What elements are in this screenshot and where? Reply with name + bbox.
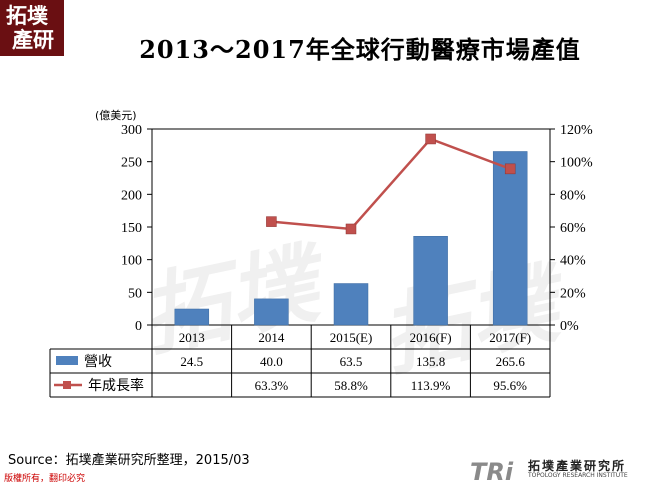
bar-value-label: 63.5 bbox=[340, 354, 363, 369]
growth-value-label: 113.9% bbox=[411, 378, 451, 393]
growth-line bbox=[271, 137, 511, 231]
growth-value-label: 63.3% bbox=[255, 378, 289, 393]
y-right-tick-label: 100% bbox=[560, 156, 593, 171]
y-left-tick-label: 250 bbox=[121, 156, 142, 171]
bar-2014 bbox=[254, 298, 289, 326]
bar-value-label: 40.0 bbox=[260, 354, 283, 369]
y-left-unit: (億美元) bbox=[95, 109, 137, 122]
bar-2015(E) bbox=[333, 283, 369, 326]
legend-label-line: 年成長率 bbox=[88, 377, 144, 394]
y-left-tick-label: 100 bbox=[121, 254, 142, 269]
legend-swatch-bar bbox=[56, 356, 78, 365]
y-left-tick-label: 0 bbox=[135, 319, 142, 334]
bar-value-label: 265.6 bbox=[496, 354, 526, 369]
bar-value-label: 24.5 bbox=[180, 354, 203, 369]
brand-logo-mark: TRi bbox=[470, 458, 514, 486]
y-right-tick-label: 40% bbox=[560, 254, 586, 269]
legend-label-bar: 營收 bbox=[84, 354, 112, 370]
growth-value-label: 95.6% bbox=[493, 378, 527, 393]
category-label: 2013 bbox=[179, 330, 205, 345]
y-right-tick-label: 80% bbox=[560, 188, 586, 203]
page-title: 2013～2017年全球行動醫療市場產值 bbox=[139, 35, 581, 64]
bar-2017(F) bbox=[492, 151, 528, 326]
y-right-tick-label: 0% bbox=[560, 319, 579, 334]
growth-value-label: 58.8% bbox=[334, 378, 368, 393]
logo-line1: 拓墣 bbox=[6, 3, 48, 28]
growth-point bbox=[504, 163, 516, 175]
bar-2016(F) bbox=[413, 236, 448, 326]
y-right-tick-label: 120% bbox=[560, 123, 593, 138]
category-label: 2017(F) bbox=[489, 330, 531, 345]
bar-value-label: 135.8 bbox=[416, 354, 445, 369]
growth-point bbox=[266, 216, 277, 227]
y-right-tick-label: 60% bbox=[560, 221, 586, 236]
logo-line2: 產研 bbox=[12, 27, 54, 52]
y-right-tick-label: 20% bbox=[560, 286, 586, 301]
bar-2013 bbox=[174, 308, 210, 326]
brand-name: 拓墣產業研究所 bbox=[528, 459, 627, 473]
source-note: Source：拓墣產業研究所整理，2015/03 bbox=[8, 453, 250, 468]
legend-swatch-marker bbox=[63, 381, 71, 389]
category-label: 2014 bbox=[258, 330, 285, 345]
logo: 拓墣 產研 bbox=[0, 0, 64, 56]
y-left-tick-label: 200 bbox=[121, 188, 142, 203]
y-left-tick-label: 150 bbox=[121, 221, 142, 236]
y-left-tick-label: 300 bbox=[121, 123, 142, 138]
brand-subtitle: TOPOLOGY RESEARCH INSTITUTE bbox=[528, 472, 628, 479]
copyright-footer: 版權所有，翻印必究 bbox=[4, 474, 86, 484]
growth-point bbox=[425, 133, 436, 145]
category-label: 2015(E) bbox=[330, 330, 373, 345]
growth-point bbox=[345, 223, 357, 235]
category-label: 2016(F) bbox=[410, 330, 452, 345]
y-left-tick-label: 50 bbox=[128, 286, 142, 301]
